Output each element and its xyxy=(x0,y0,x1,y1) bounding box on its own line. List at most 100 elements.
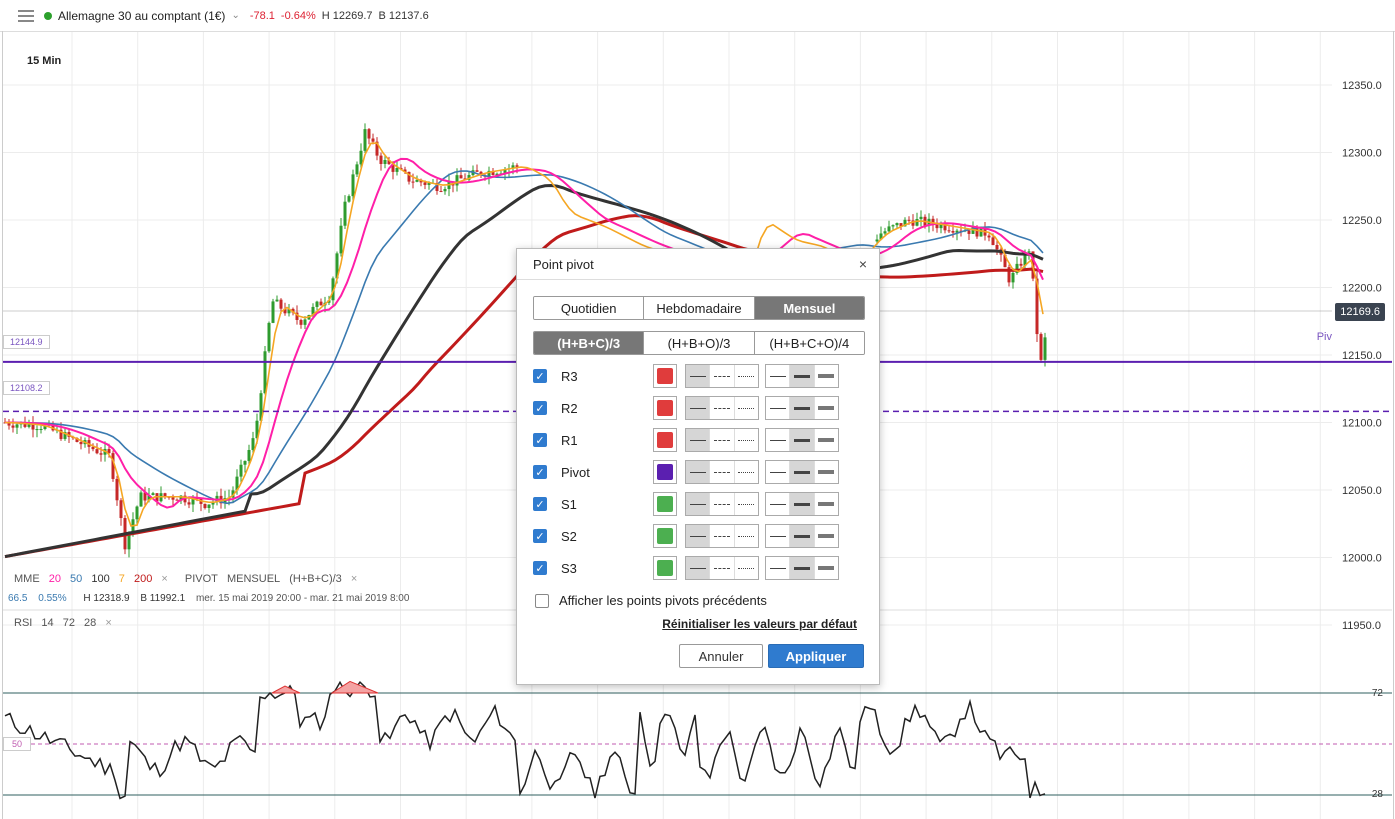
line-width-thick[interactable] xyxy=(815,365,838,387)
line-width-selector[interactable] xyxy=(765,428,839,452)
line-width-thin[interactable] xyxy=(766,365,791,387)
line-style-dashed[interactable] xyxy=(710,493,735,515)
line-style-dotted[interactable] xyxy=(735,525,758,547)
tab-formula-hbc[interactable]: (H+B+C)/3 xyxy=(534,332,645,354)
candle-body xyxy=(371,138,375,142)
line-width-medium[interactable] xyxy=(790,493,815,515)
line-width-thin[interactable] xyxy=(766,557,791,579)
line-style-dashed[interactable] xyxy=(710,429,735,451)
line-width-thick[interactable] xyxy=(815,525,838,547)
line-width-medium[interactable] xyxy=(790,525,815,547)
line-style-selector[interactable] xyxy=(685,492,759,516)
line-style-selector[interactable] xyxy=(685,428,759,452)
line-width-thick[interactable] xyxy=(815,461,838,483)
tab-formula-hbo[interactable]: (H+B+O)/3 xyxy=(644,332,755,354)
level-checkbox[interactable]: ✓ xyxy=(533,529,547,543)
line-style-dotted[interactable] xyxy=(735,461,758,483)
line-style-solid[interactable] xyxy=(686,365,711,387)
chevron-down-icon[interactable]: ⌄ xyxy=(231,10,240,21)
rsi-close-icon[interactable]: × xyxy=(105,617,112,629)
line-style-selector[interactable] xyxy=(685,524,759,548)
level-checkbox[interactable]: ✓ xyxy=(533,465,547,479)
line-style-solid[interactable] xyxy=(686,557,711,579)
line-style-dashed[interactable] xyxy=(710,557,735,579)
candle-body xyxy=(239,464,243,477)
line-style-dashed[interactable] xyxy=(710,525,735,547)
level-checkbox[interactable]: ✓ xyxy=(533,497,547,511)
line-style-solid[interactable] xyxy=(686,493,711,515)
color-swatch[interactable] xyxy=(653,428,677,452)
color-swatch[interactable] xyxy=(653,396,677,420)
line-width-thin[interactable] xyxy=(766,525,791,547)
color-swatch[interactable] xyxy=(653,492,677,516)
candle-body xyxy=(367,129,371,139)
cancel-button[interactable]: Annuler xyxy=(679,644,763,668)
line-style-dotted[interactable] xyxy=(735,557,758,579)
line-style-dotted[interactable] xyxy=(735,365,758,387)
line-width-selector[interactable] xyxy=(765,524,839,548)
tab-hebdomadaire[interactable]: Hebdomadaire xyxy=(644,297,755,319)
line-width-thin[interactable] xyxy=(766,493,791,515)
line-style-dashed[interactable] xyxy=(710,365,735,387)
line-style-dashed[interactable] xyxy=(710,461,735,483)
line-width-medium[interactable] xyxy=(790,429,815,451)
line-style-dotted[interactable] xyxy=(735,493,758,515)
line-style-selector[interactable] xyxy=(685,460,759,484)
candle-body xyxy=(35,429,39,431)
apply-button[interactable]: Appliquer xyxy=(768,644,864,668)
show-previous-checkbox[interactable] xyxy=(535,593,549,608)
level-checkbox[interactable]: ✓ xyxy=(533,401,547,415)
level-checkbox[interactable]: ✓ xyxy=(533,561,547,575)
color-swatch[interactable] xyxy=(653,460,677,484)
line-style-dotted[interactable] xyxy=(735,429,758,451)
line-width-selector[interactable] xyxy=(765,460,839,484)
candle-body xyxy=(455,175,459,186)
pivot-close-icon[interactable]: × xyxy=(350,573,358,585)
candle-body xyxy=(1007,267,1011,283)
line-style-selector[interactable] xyxy=(685,396,759,420)
candle-body xyxy=(1027,251,1031,253)
line-width-thick[interactable] xyxy=(815,397,838,419)
line-style-dashed[interactable] xyxy=(710,397,735,419)
line-style-solid[interactable] xyxy=(686,429,711,451)
line-width-selector[interactable] xyxy=(765,556,839,580)
rsi-legend[interactable]: RSI 14 72 28 × xyxy=(14,617,118,629)
tab-formula-hbco[interactable]: (H+B+C+O)/4 xyxy=(754,332,864,354)
line-style-solid[interactable] xyxy=(686,461,711,483)
indicator-legend[interactable]: MME 20 50 100 7 200 × PIVOT MENSUEL (H+B… xyxy=(14,573,363,585)
timeframe-label[interactable]: 15 Min xyxy=(27,55,62,67)
line-width-thin[interactable] xyxy=(766,429,791,451)
line-width-thin[interactable] xyxy=(766,397,791,419)
hamburger-menu-icon[interactable] xyxy=(18,9,34,22)
line-style-dotted[interactable] xyxy=(735,397,758,419)
pivot-name: PIVOT xyxy=(184,573,218,585)
level-checkbox[interactable]: ✓ xyxy=(533,433,547,447)
tab-mensuel[interactable]: Mensuel xyxy=(754,297,864,319)
level-checkbox[interactable]: ✓ xyxy=(533,369,547,383)
line-width-thick[interactable] xyxy=(815,429,838,451)
line-width-selector[interactable] xyxy=(765,492,839,516)
line-width-selector[interactable] xyxy=(765,364,839,388)
show-previous-row[interactable]: Afficher les points pivots précédents xyxy=(535,593,767,608)
line-width-medium[interactable] xyxy=(790,365,815,387)
line-width-thick[interactable] xyxy=(815,557,838,579)
line-width-medium[interactable] xyxy=(790,461,815,483)
close-icon[interactable]: × xyxy=(858,256,867,272)
color-swatch[interactable] xyxy=(653,364,677,388)
ma-close-icon[interactable]: × xyxy=(161,573,168,585)
line-width-selector[interactable] xyxy=(765,396,839,420)
line-style-selector[interactable] xyxy=(685,364,759,388)
line-style-solid[interactable] xyxy=(686,397,711,419)
line-style-selector[interactable] xyxy=(685,556,759,580)
color-swatch[interactable] xyxy=(653,524,677,548)
line-width-thin[interactable] xyxy=(766,461,791,483)
line-width-thick[interactable] xyxy=(815,493,838,515)
line-width-medium[interactable] xyxy=(790,397,815,419)
reset-defaults-link[interactable]: Réinitialiser les valeurs par défaut xyxy=(662,617,857,631)
tab-quotidien[interactable]: Quotidien xyxy=(534,297,645,319)
instrument-name[interactable]: Allemagne 30 au comptant (1€) xyxy=(58,8,226,23)
candle-body xyxy=(995,244,999,250)
line-width-medium[interactable] xyxy=(790,557,815,579)
line-style-solid[interactable] xyxy=(686,525,711,547)
color-swatch[interactable] xyxy=(653,556,677,580)
